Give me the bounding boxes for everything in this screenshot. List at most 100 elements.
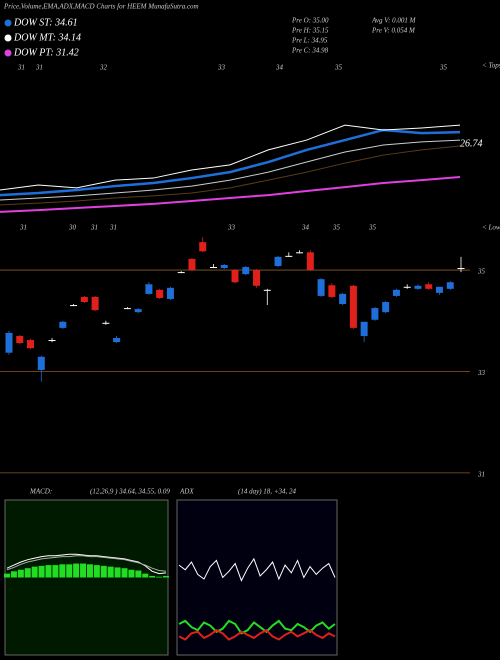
candle-body [274,256,282,267]
macd-bar [100,565,107,578]
date-label: 31 [17,64,25,72]
adx-line [178,628,336,641]
candle-body [102,322,110,324]
candle-body [263,289,271,291]
candle-body [209,267,217,269]
candle-body [5,332,13,353]
candle-body [123,308,131,310]
candle-body [27,340,35,349]
candle-body [285,255,293,257]
macd-bar [142,573,149,578]
macd-bar [114,567,121,578]
macd-bar [4,573,10,578]
candle-body [231,270,239,283]
date-label: 31 [19,224,27,232]
candle-body [371,308,379,320]
panel-label: < Lows [482,224,500,232]
legend-marker [4,34,12,42]
macd-bar [128,569,135,578]
candle-body [177,272,185,274]
candle-body [414,285,422,289]
candle-body [328,285,336,297]
candle-body [134,309,142,313]
macd-bar [10,571,17,578]
candle-body [403,286,411,288]
date-label: 35 [334,64,343,72]
candle-body [91,296,99,311]
info: Pre L: 34.95 [291,37,328,45]
candle-body [253,270,261,286]
candle-body [339,293,347,305]
panel-label: < Tops [482,62,500,70]
date-label: 33 [217,64,226,72]
candle-body [296,252,304,254]
candle-body [457,268,465,270]
candle-body [349,285,357,328]
y-tick-label: 26.74 [460,139,483,150]
adx-subtitle: (14 day) 18, +34, 24 [238,488,296,496]
legend-marker [4,19,12,27]
legend-marker [4,49,12,57]
legend-label: DOW MT: 34.14 [13,32,81,43]
macd-bar [45,565,52,578]
macd-bar [38,565,45,578]
title: Price,Volume,EMA,ADX,MACD Charts for HEE… [3,3,199,11]
macd-bar [59,564,66,578]
candle-body [360,321,368,336]
candle-body [446,282,454,289]
date-label: 35 [439,64,448,72]
candle-body [80,296,88,303]
candle-body [425,284,433,289]
ema-line [0,176,461,213]
macd-bar [93,565,100,578]
macd-bar [163,575,169,578]
legend-label: DOW PT: 31.42 [13,47,79,58]
candle-body [199,242,207,252]
candle-body [156,289,164,298]
macd-subtitle: (12,26,9 ) 34.64, 34.55, 0.09 [90,488,170,496]
macd-bar [31,566,38,578]
candle-body [37,356,45,370]
info: Pre C: 34.98 [291,47,329,55]
ema-line [0,145,461,206]
candle-body [16,335,24,344]
y-tick-label: 31 [477,471,485,479]
ema-line [0,124,461,191]
ema-line [0,128,461,197]
info: Avg V: 0.001 M [371,17,417,25]
macd-bar [73,563,80,578]
macd-bar [52,565,59,578]
candle-body [382,302,390,313]
macd-bar [135,570,142,578]
info: Pre V: 0.054 M [371,27,416,35]
macd-bar [156,576,163,578]
macd-bar [17,569,24,578]
candle-body [435,286,443,293]
candle-body [166,287,174,299]
candle-body [317,279,325,296]
date-label: 35 [332,224,341,232]
date-label: 30 [68,224,77,232]
date-label: 35 [368,224,377,232]
macd-bar [121,568,128,578]
date-label: 31 [90,224,98,232]
info: Pre H: 35.15 [291,27,329,35]
adx-line [178,557,336,582]
adx-title: ADX [179,488,194,496]
candle-body [59,321,67,328]
macd-line [6,555,167,572]
candle-body [242,267,250,275]
adx-panel [176,499,338,656]
candle-body [392,289,400,296]
macd-bar [86,564,93,578]
date-label: 32 [99,64,108,72]
candle-body [306,252,314,271]
legend-label: DOW ST: 34.61 [13,17,78,28]
date-label: 31 [35,64,43,72]
date-label: 31 [109,224,117,232]
candle-body [188,258,196,271]
candle-body [145,284,153,294]
date-label: 34 [301,224,310,232]
